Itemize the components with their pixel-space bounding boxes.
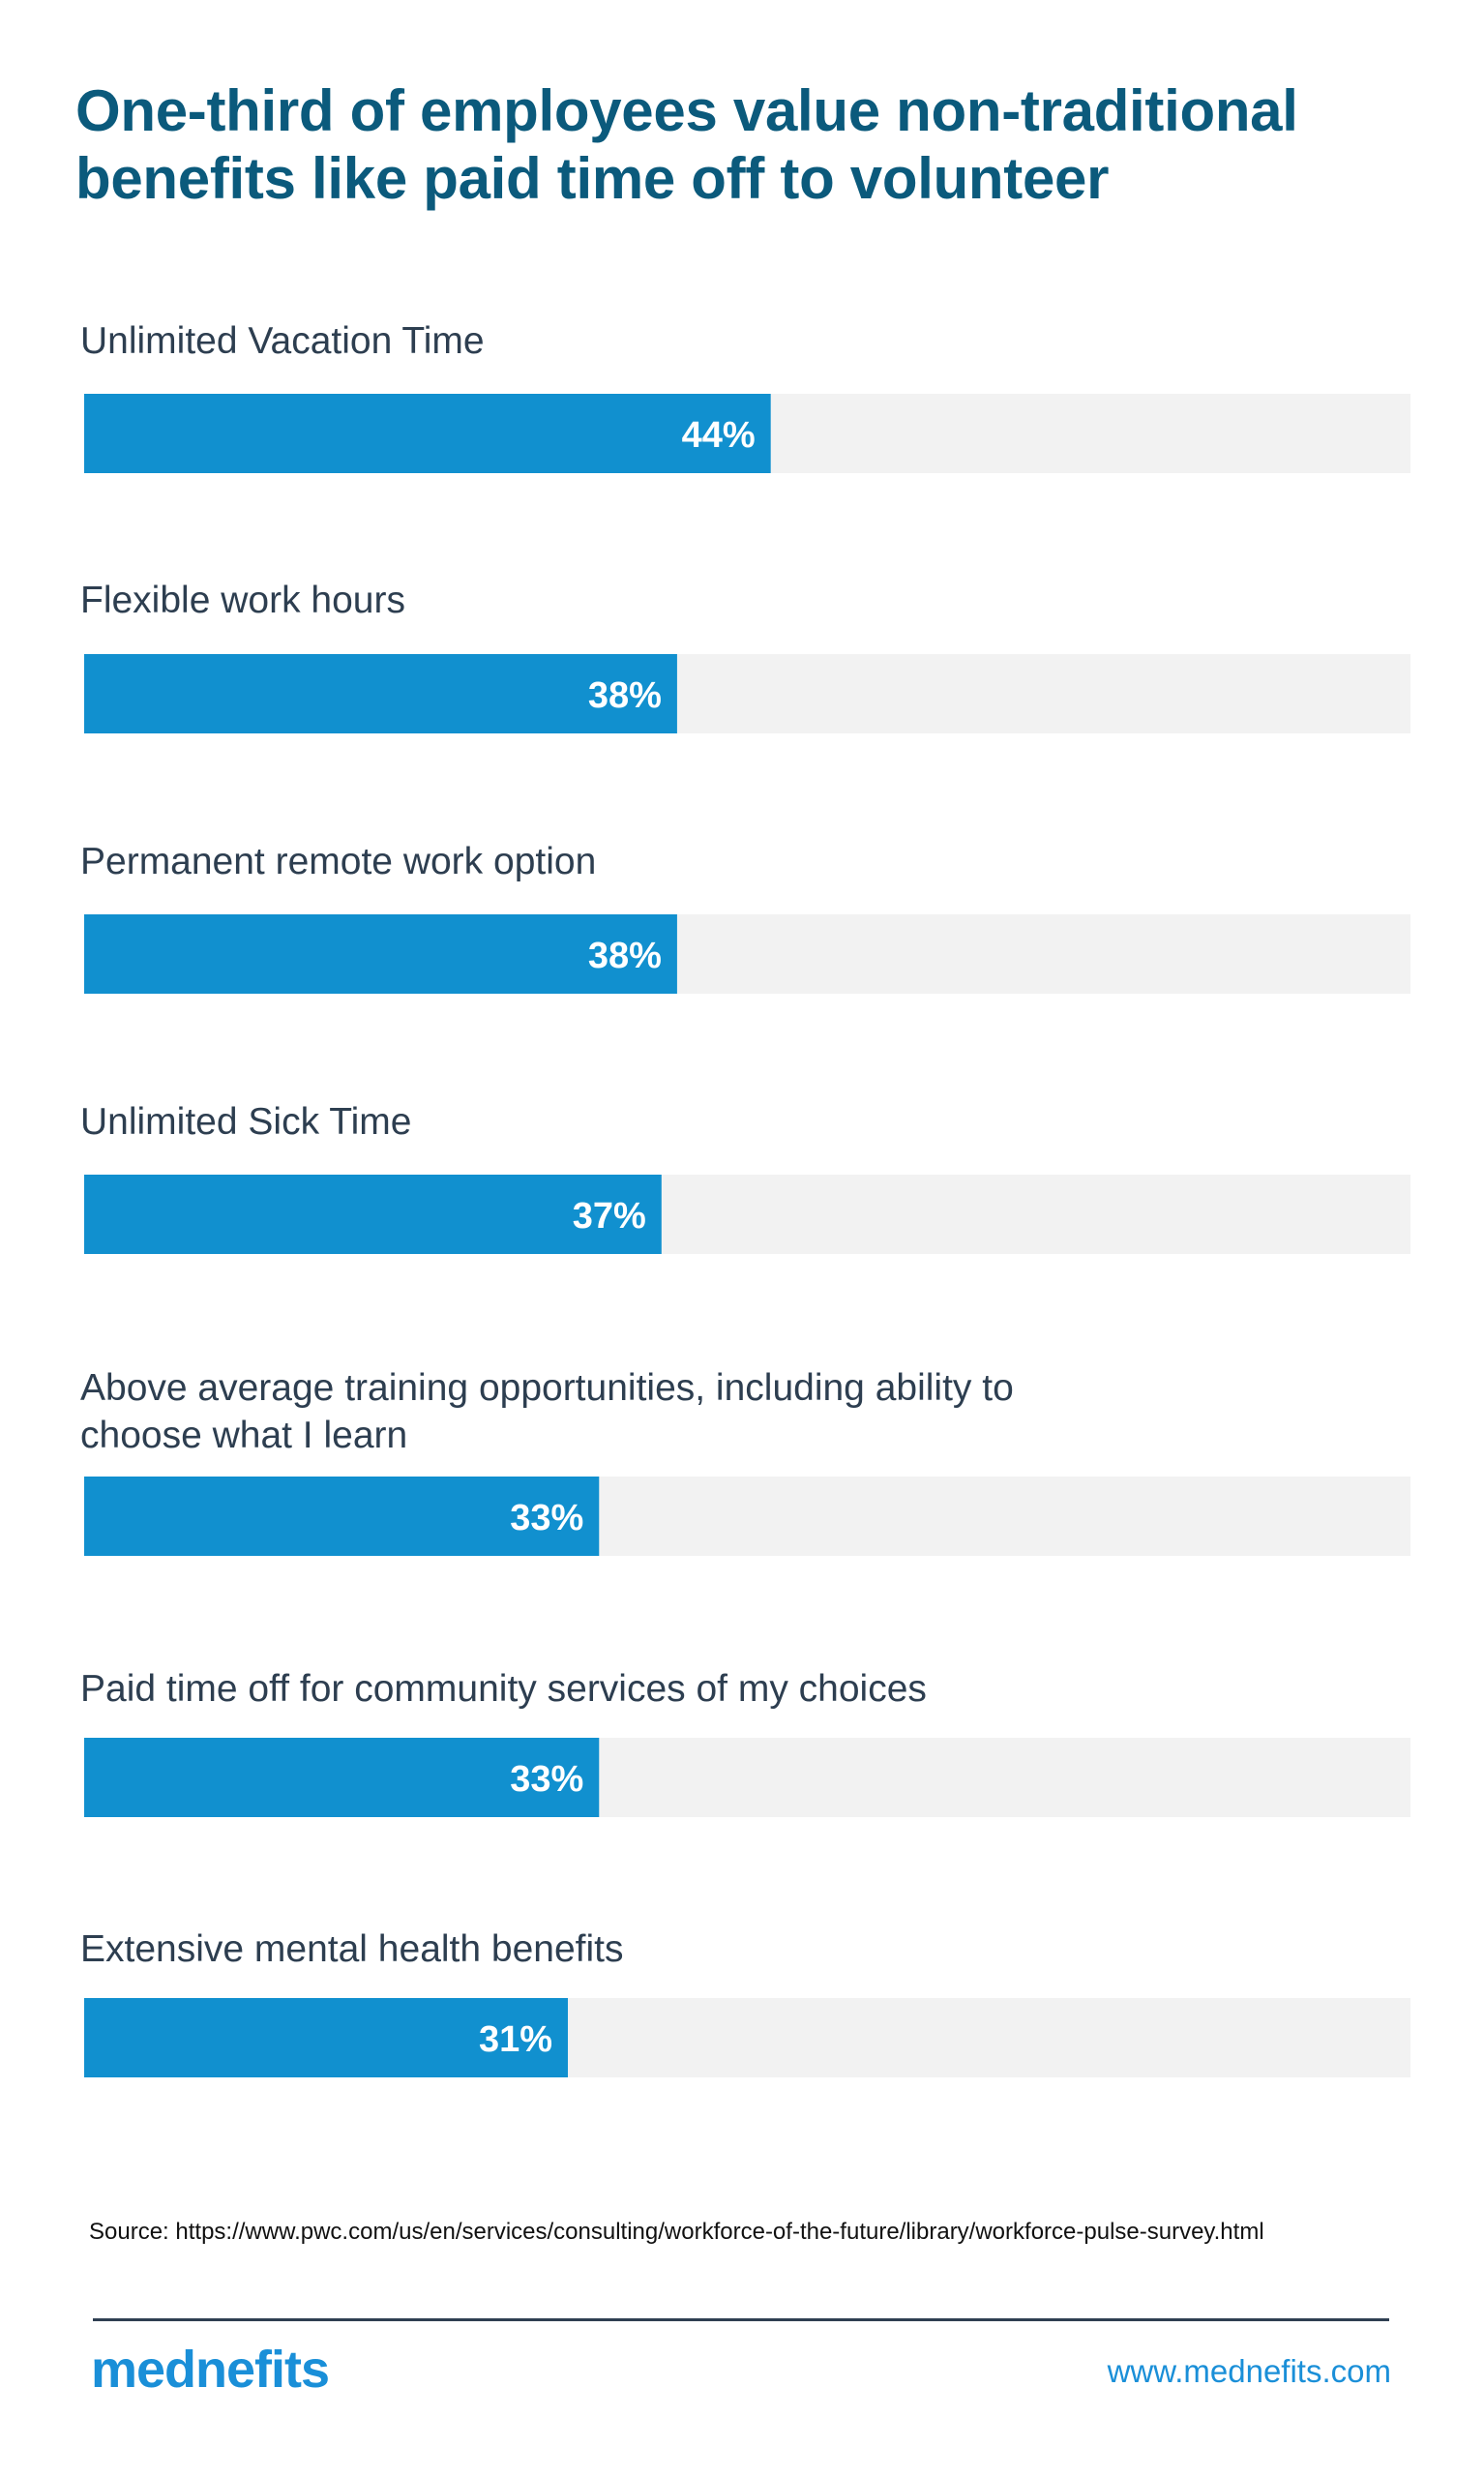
category-label: Unlimited Vacation Time xyxy=(80,320,485,362)
category-label: Above average training opportunities, in… xyxy=(80,1367,1014,1409)
bar-group: Unlimited Sick Time 37% xyxy=(80,1101,1410,1254)
title-line-2: benefits like paid time off to volunteer xyxy=(75,146,1110,212)
mednefits-logo: mednefits xyxy=(91,2341,330,2399)
bar xyxy=(84,914,677,994)
data-label: 44% xyxy=(682,415,756,456)
category-label: Paid time off for community services of … xyxy=(80,1668,927,1710)
title-line-1: One-third of employees value non-traditi… xyxy=(75,78,1298,143)
page-title: One-third of employees value non-traditi… xyxy=(75,77,1430,213)
bar-group: Permanent remote work option 38% xyxy=(80,841,1410,994)
data-label: 33% xyxy=(510,1759,583,1800)
bar xyxy=(84,1477,600,1556)
category-label: Unlimited Sick Time xyxy=(80,1101,411,1143)
category-label: Permanent remote work option xyxy=(80,841,596,882)
bar xyxy=(84,1738,600,1817)
footer-divider xyxy=(93,2318,1389,2321)
bar-group: Flexible work hours 38% xyxy=(80,580,1410,733)
benefits-bar-chart: Unlimited Vacation Time 44% Flexible work … xyxy=(80,320,1410,2077)
bar-group: Paid time off for community services of … xyxy=(80,1668,1410,1817)
category-label: Extensive mental health benefits xyxy=(80,1928,624,1970)
website-link[interactable]: www.mednefits.com xyxy=(1107,2353,1391,2389)
data-label: 37% xyxy=(573,1196,646,1237)
bar xyxy=(84,1998,569,2077)
bar xyxy=(84,1175,662,1254)
bar-group: Unlimited Vacation Time 44% xyxy=(80,320,1410,473)
data-label: 33% xyxy=(510,1498,583,1538)
bar xyxy=(84,654,677,733)
bar-group: Above average training opportunities, in… xyxy=(80,1367,1410,1556)
data-label: 38% xyxy=(588,936,662,976)
category-label: choose what I learn xyxy=(80,1415,407,1456)
category-label: Flexible work hours xyxy=(80,580,405,621)
data-label: 31% xyxy=(479,2019,552,2060)
data-label: 38% xyxy=(588,675,662,716)
source-citation: Source: https://www.pwc.com/us/en/servic… xyxy=(89,2219,1264,2245)
bar-group: Extensive mental health benefits 31% xyxy=(80,1928,1410,2077)
bar xyxy=(84,394,771,473)
